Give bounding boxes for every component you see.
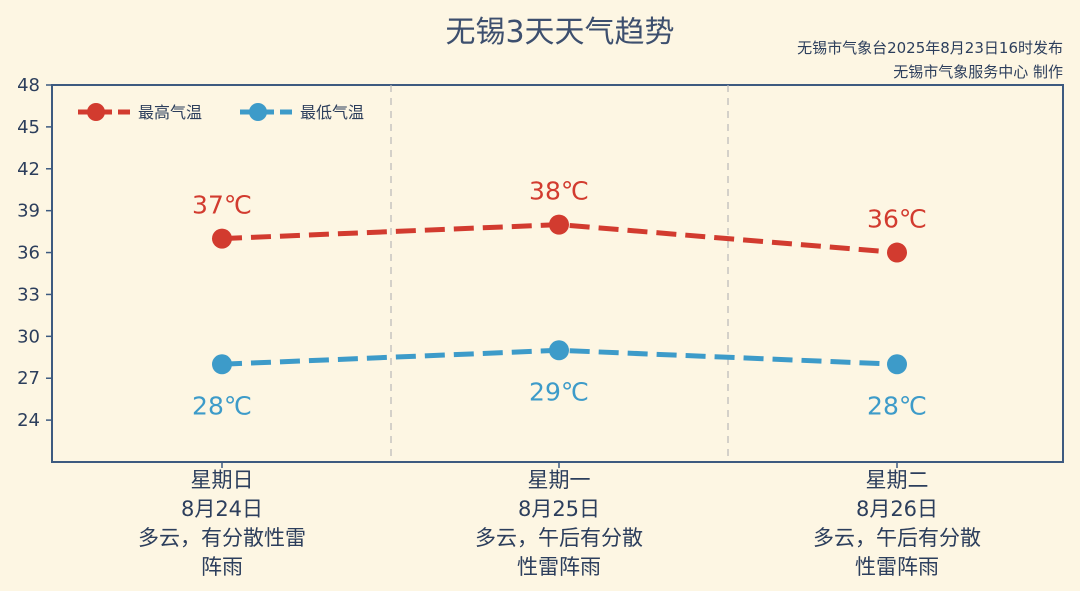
data-label-high-3: 36℃ — [867, 205, 927, 234]
category-day-2: 星期一 — [528, 468, 591, 492]
y-tick-label-42: 42 — [17, 159, 40, 180]
y-tick-label-48: 48 — [17, 75, 40, 96]
category-date-2: 8月25日 — [518, 497, 600, 521]
legend-marker-low — [249, 103, 267, 121]
y-tick-label-33: 33 — [17, 284, 40, 305]
point-high-2 — [549, 214, 569, 235]
category-weather-1-1: 多云，有分散性雷 — [138, 526, 306, 550]
y-tick-label-30: 30 — [17, 326, 40, 347]
y-tick-label-45: 45 — [17, 117, 40, 138]
point-low-2 — [549, 340, 569, 361]
category-weather-2-3: 性雷阵雨 — [855, 555, 939, 579]
source-line-2: 无锡市气象服务中心 制作 — [893, 63, 1063, 81]
category-date-1: 8月24日 — [181, 497, 263, 521]
category-day-3: 星期二 — [866, 468, 929, 492]
point-high-3 — [887, 242, 907, 263]
y-tick-label-24: 24 — [17, 410, 40, 431]
category-weather-2-2: 性雷阵雨 — [517, 555, 601, 579]
category-day-1: 星期日 — [191, 468, 254, 492]
plot-frame — [51, 84, 1064, 463]
category-weather-1-2: 多云，午后有分散 — [475, 526, 643, 550]
legend-marker-high — [87, 103, 105, 121]
category-weather-1-3: 多云，午后有分散 — [813, 526, 981, 550]
plot-area: 24 27 30 33 36 39 42 45 48 37℃ 38℃ 36℃ 28℃ 29℃ 28℃ 最高气温… — [17, 75, 1064, 579]
legend-label-low: 最低气温 — [300, 103, 364, 122]
data-label-low-1: 28℃ — [192, 391, 252, 420]
y-tick-label-39: 39 — [17, 201, 40, 222]
point-low-3 — [887, 354, 907, 375]
source-line-1: 无锡市气象台2025年8月23日16时发布 — [797, 39, 1063, 57]
data-label-low-3: 28℃ — [867, 391, 927, 420]
data-label-high-1: 37℃ — [192, 191, 252, 220]
point-high-1 — [212, 228, 232, 249]
data-label-high-2: 38℃ — [529, 177, 589, 206]
data-label-low-2: 29℃ — [529, 377, 589, 406]
y-tick-label-27: 27 — [17, 368, 40, 389]
point-low-1 — [212, 354, 232, 375]
y-tick-label-36: 36 — [17, 243, 40, 264]
chart-title: 无锡3天天气趋势 — [445, 15, 674, 50]
category-weather-2-1: 阵雨 — [201, 555, 243, 579]
category-date-3: 8月26日 — [856, 497, 938, 521]
legend-label-high: 最高气温 — [138, 103, 202, 122]
